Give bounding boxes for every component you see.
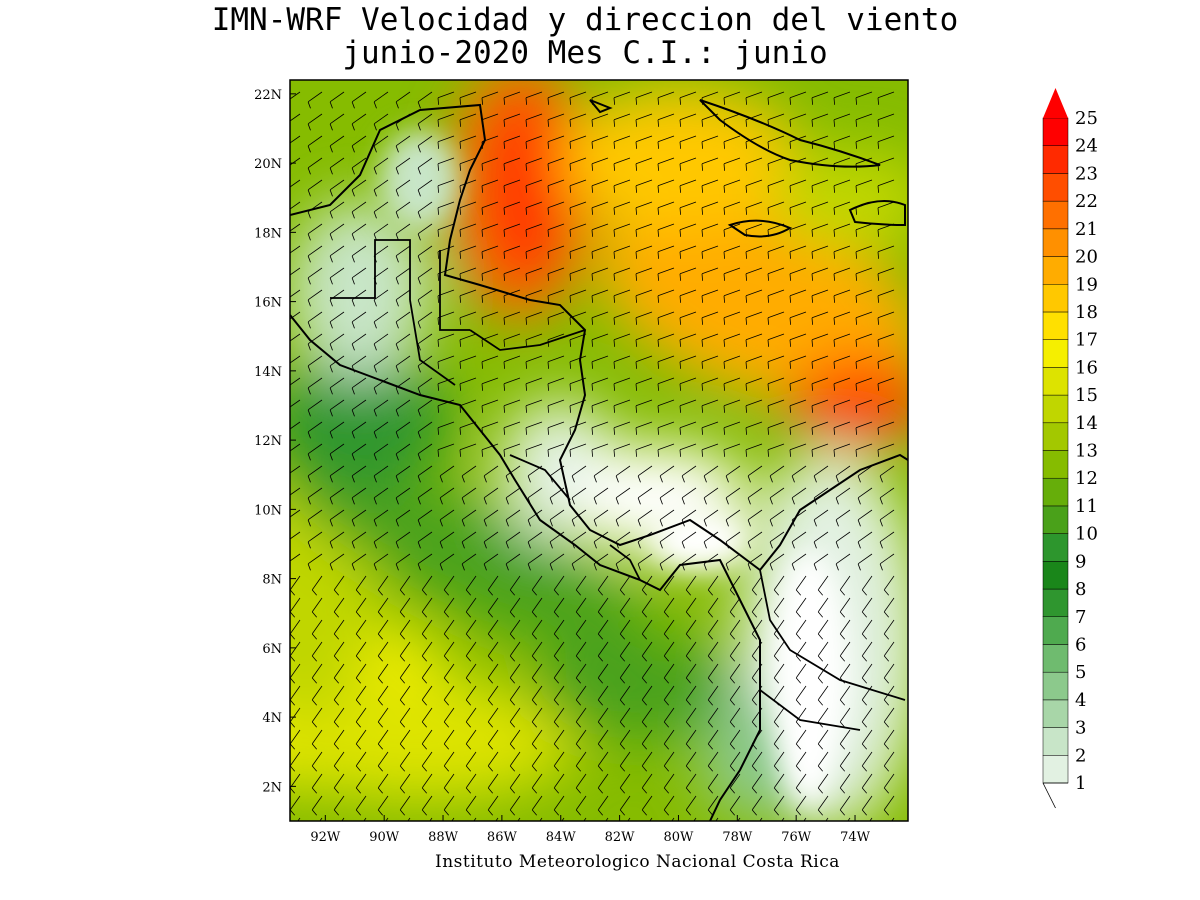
colorbar-swatch — [1042, 616, 1069, 645]
colorbar-lower-end — [1042, 782, 1068, 809]
colorbar-label: 7 — [1075, 607, 1086, 628]
colorbar-label: 3 — [1075, 718, 1086, 739]
lon-tick-label: 88W — [428, 830, 459, 845]
colorbar-swatch — [1042, 450, 1069, 479]
lat-tick-label: 4N — [262, 711, 282, 726]
colorbar-label: 16 — [1075, 357, 1098, 378]
lon-tick-label: 80W — [664, 830, 695, 845]
wind-barbs — [290, 91, 895, 821]
lat-tick-label: 22N — [254, 88, 282, 103]
colorbar-label: 21 — [1075, 219, 1098, 240]
colorbar-label: 23 — [1075, 163, 1098, 184]
colorbar-swatch — [1042, 200, 1069, 230]
colorbar-swatch — [1042, 284, 1069, 313]
latitude-axis: 2N 4N 6N 8N 10N 12N 14N 16N 18N 20N 22N — [254, 88, 296, 795]
lat-tick-label: 20N — [254, 157, 282, 172]
colorbar-label: 2 — [1075, 745, 1086, 766]
colorbar-swatch — [1042, 339, 1069, 368]
lat-tick-label: 14N — [254, 365, 282, 380]
lon-tick-label: 82W — [605, 830, 636, 845]
colorbar-label: 17 — [1075, 330, 1098, 351]
barb-glyphs — [290, 91, 895, 821]
colorbar-swatch — [1042, 644, 1069, 673]
colorbar-label: 8 — [1075, 579, 1086, 600]
coastlines — [290, 99, 908, 821]
longitude-axis: 92W 90W 88W 86W 84W 82W 80W 78W 76W 74W — [310, 815, 871, 845]
colorbar-swatch — [1042, 727, 1069, 756]
colorbar-swatch — [1042, 477, 1069, 507]
colorbar-swatch — [1042, 588, 1069, 618]
colorbar-swatch — [1042, 228, 1069, 257]
lon-tick-label: 78W — [722, 830, 753, 845]
colorbar-label: 20 — [1075, 247, 1098, 268]
lat-tick-label: 2N — [262, 780, 282, 795]
lat-tick-label: 6N — [262, 642, 282, 657]
lat-tick-label: 18N — [254, 226, 282, 241]
colorbar-swatch — [1042, 561, 1069, 590]
colorbar-extend-arrow — [1043, 88, 1068, 118]
colorbar-label: 18 — [1075, 302, 1098, 323]
colorbar-swatch — [1042, 367, 1069, 396]
institution-credit: Instituto Meteorologico Nacional Costa R… — [435, 852, 840, 872]
lat-tick-label: 10N — [254, 503, 282, 518]
colorbar-swatch — [1042, 117, 1069, 146]
colorbar-label: 10 — [1075, 524, 1098, 545]
colorbar-label: 11 — [1075, 496, 1098, 517]
colorbar-label: 4 — [1075, 690, 1086, 711]
colorbar-label: 14 — [1075, 413, 1098, 434]
colorbar-label: 24 — [1075, 136, 1098, 157]
colorbar-label: 15 — [1075, 385, 1098, 406]
lon-tick-label: 76W — [781, 830, 812, 845]
wind-speed-field — [290, 80, 908, 821]
colorbar-label: 9 — [1075, 551, 1086, 572]
colorbar-swatch — [1042, 256, 1069, 285]
colorbar-swatch — [1042, 422, 1069, 451]
map-title-line2: junio-2020 Mes C.I.: junio — [342, 35, 828, 71]
colorbar-swatch — [1042, 505, 1069, 534]
map-title-line1: IMN-WRF Velocidad y direccion del viento — [211, 2, 959, 38]
colorbar-swatch — [1042, 311, 1069, 340]
colorbar-swatch — [1042, 145, 1069, 174]
colorbar-swatch — [1042, 173, 1069, 202]
lon-tick-label: 84W — [546, 830, 577, 845]
colorbar-swatch — [1042, 533, 1069, 562]
colorbar-swatch — [1042, 755, 1069, 784]
country-borders — [330, 239, 906, 731]
plot-frame — [289, 79, 909, 822]
colorbar-label: 5 — [1075, 662, 1086, 683]
colorbar-label: 13 — [1075, 441, 1098, 462]
colorbar-swatch — [1042, 394, 1069, 424]
colorbar-swatch — [1042, 699, 1069, 728]
lon-tick-label: 74W — [840, 830, 871, 845]
lat-tick-label: 8N — [262, 573, 282, 588]
lat-tick-label: 16N — [254, 296, 282, 311]
colorbar-label: 12 — [1075, 468, 1098, 489]
colorbar-swatch — [1042, 671, 1069, 701]
lon-tick-label: 86W — [487, 830, 518, 845]
colorbar-label: 1 — [1075, 773, 1086, 794]
lon-tick-label: 90W — [369, 830, 400, 845]
colorbar-label: 19 — [1075, 274, 1098, 295]
lat-tick-label: 12N — [254, 434, 282, 449]
lon-tick-label: 92W — [310, 830, 341, 845]
colorbar-label: 6 — [1075, 634, 1086, 655]
colorbar-label: 22 — [1075, 191, 1098, 212]
colorbar-label: 25 — [1075, 108, 1098, 129]
colorbar: 1234567891011121314151617181920212223242… — [1042, 88, 1098, 809]
